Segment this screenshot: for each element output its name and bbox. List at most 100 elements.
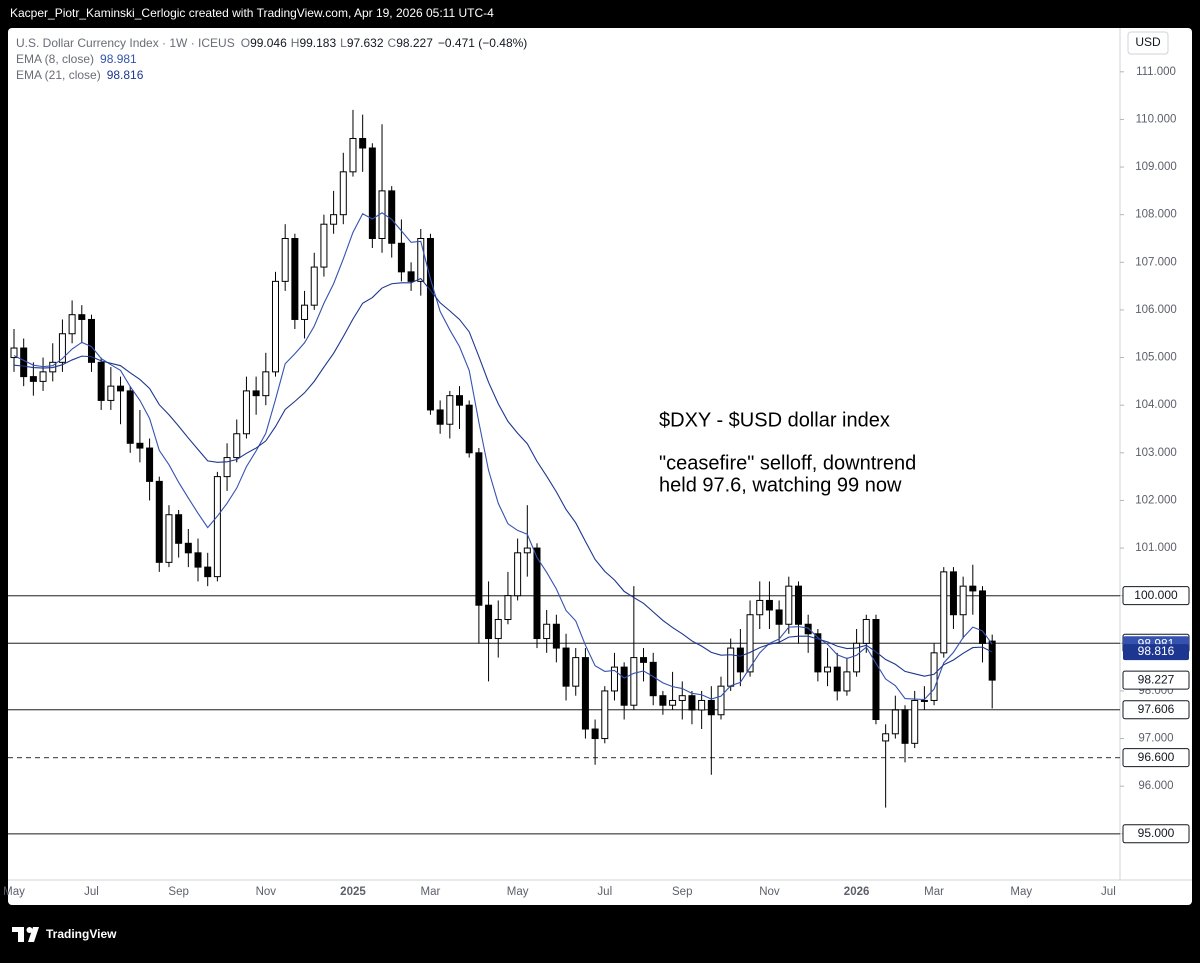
candle-body	[562, 647, 570, 687]
candle-body	[988, 640, 996, 681]
candle-body	[494, 618, 502, 640]
y-tick-label: 102.000	[1135, 494, 1177, 506]
candle-body	[794, 585, 802, 625]
candle-body	[426, 237, 434, 411]
ema21-name: EMA (21, close)	[16, 68, 101, 82]
ema21-value: 98.816	[107, 68, 144, 82]
legend-ema8: EMA (8, close) 98.981	[16, 52, 137, 66]
candle-body	[339, 171, 347, 216]
candle-body	[456, 395, 464, 406]
candle-body	[552, 623, 560, 649]
x-tick-label: 2026	[844, 886, 870, 898]
candle-body	[136, 442, 144, 449]
candle-body	[523, 547, 531, 554]
candle-body	[320, 223, 328, 268]
logo	[12, 927, 39, 942]
candle-body	[640, 657, 648, 663]
last-price-box	[1122, 670, 1190, 690]
candle-body	[126, 390, 134, 444]
chart-panel	[8, 28, 1192, 905]
candle-body	[824, 666, 832, 673]
candle-body	[979, 590, 986, 644]
candle-body	[465, 404, 473, 454]
candle-body	[698, 699, 706, 711]
h-prefix: H	[291, 36, 300, 50]
candle-body	[417, 237, 425, 282]
candle-body	[814, 633, 822, 673]
candle-body	[184, 542, 192, 554]
ema-line	[13, 212, 993, 701]
y-tick-label: 103.000	[1135, 447, 1177, 459]
candle-body	[891, 709, 899, 735]
candle-body	[736, 647, 744, 673]
candle-body	[29, 376, 37, 382]
change: −0.471 (−0.48%)	[438, 36, 527, 50]
candle-body	[930, 652, 938, 701]
candle-body	[223, 457, 231, 478]
candle-body	[843, 671, 851, 692]
x-tick-label: Jul	[84, 886, 99, 898]
candle-body	[68, 314, 76, 335]
candle-body	[233, 433, 241, 459]
level-label-box	[1122, 824, 1190, 844]
level-label: 95.000	[1138, 826, 1175, 840]
level-label: 97.606	[1138, 702, 1175, 716]
candle-body	[901, 709, 909, 744]
level-label: 100.000	[1134, 588, 1178, 602]
candle-body	[407, 271, 415, 282]
candle-body	[504, 595, 512, 620]
candle-body	[301, 304, 309, 320]
c-value: 98.227	[396, 36, 433, 50]
candle-body	[39, 371, 47, 382]
candle-body	[155, 480, 163, 563]
candle-body	[242, 390, 250, 435]
candle-body	[765, 599, 773, 611]
candle-body	[707, 699, 715, 716]
logo-dot	[26, 927, 33, 933]
o-prefix: O	[241, 36, 250, 50]
candle-body	[213, 476, 221, 578]
x-tick-label: Sep	[168, 886, 188, 898]
candle-body	[107, 385, 115, 401]
candle-body	[271, 280, 279, 373]
x-tick-label: Sep	[672, 886, 692, 898]
level-label-box	[1122, 748, 1190, 768]
brand: TradingView	[46, 927, 117, 941]
y-tick-label: 106.000	[1135, 304, 1177, 316]
candle-body	[669, 699, 677, 706]
annotation: held 97.6, watching 99 now	[659, 474, 902, 496]
logo-slash	[28, 927, 39, 942]
h-value: 99.183	[299, 36, 336, 50]
candle-body	[165, 514, 173, 563]
candle-body	[368, 147, 376, 239]
candle-body	[833, 666, 841, 692]
candle-body	[756, 599, 764, 616]
candle-body	[649, 661, 657, 697]
candle-body	[446, 395, 454, 425]
candle-body	[969, 585, 977, 592]
candle-body	[533, 547, 541, 640]
candle-body	[10, 347, 18, 359]
currency-box[interactable]	[1127, 31, 1169, 55]
annotation: $DXY - $USD dollar index	[659, 409, 890, 431]
candle-body	[349, 137, 357, 173]
candle-body	[204, 566, 212, 578]
header: Kacper_Piotr_Kaminski_Cerlogic created w…	[10, 6, 494, 20]
y-tick-label: 96.000	[1138, 780, 1173, 792]
x-tick-label: Mar	[924, 886, 944, 898]
candle-body	[543, 623, 551, 640]
candle-body	[87, 318, 95, 363]
candle-body	[688, 695, 696, 711]
ema-line	[13, 277, 993, 677]
candle-body	[727, 647, 735, 687]
candle-body	[20, 347, 28, 378]
candle-body	[146, 447, 154, 482]
x-tick-label: Jul	[1101, 886, 1116, 898]
candle-body	[475, 452, 483, 606]
x-tick-label: May	[3, 886, 25, 898]
candle-body	[862, 618, 870, 644]
candle-body	[572, 657, 580, 687]
currency[interactable]: USD	[1135, 35, 1161, 49]
y-tick-label: 105.000	[1135, 352, 1177, 364]
